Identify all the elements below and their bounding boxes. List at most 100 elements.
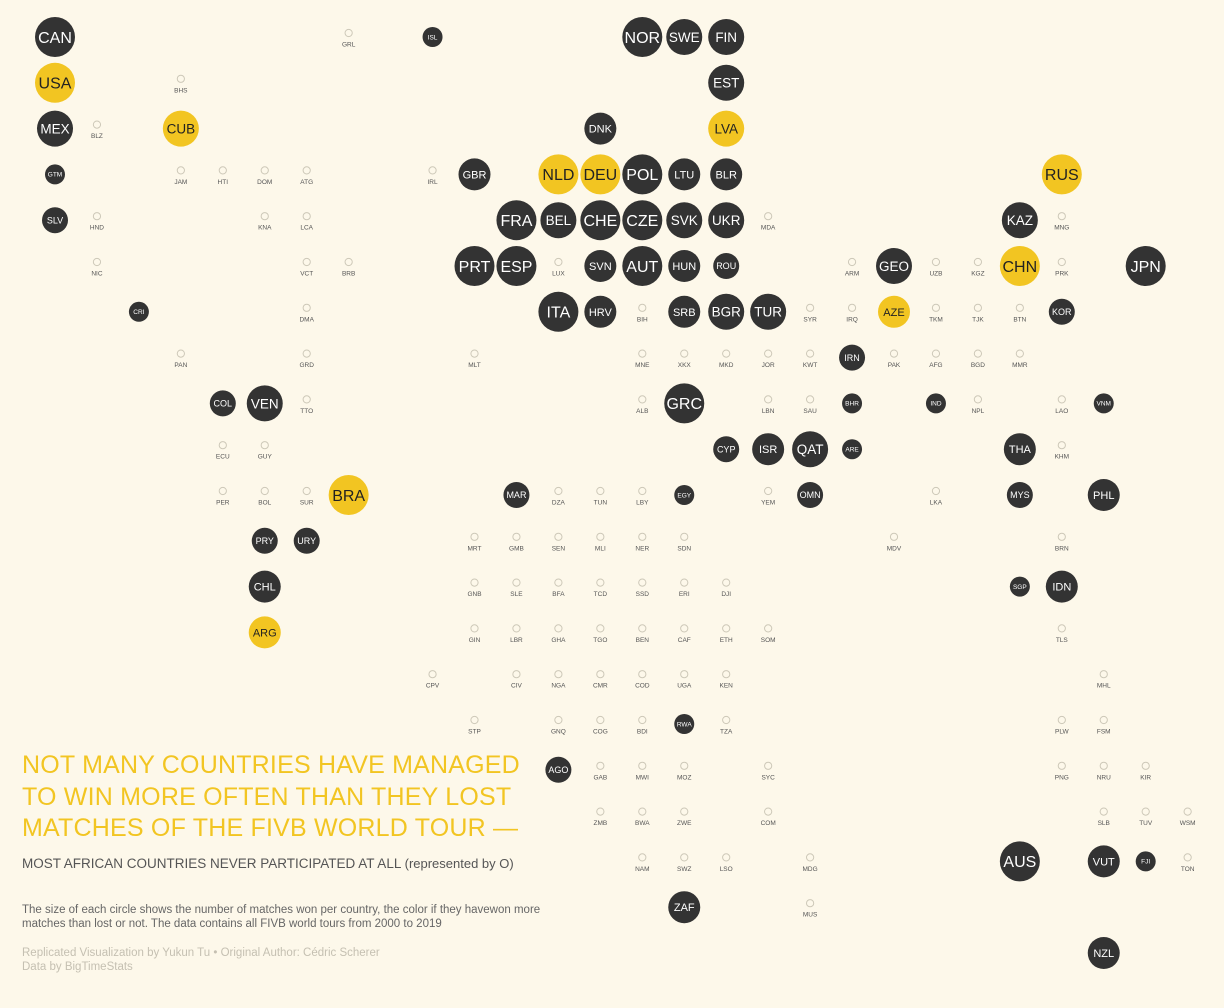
country-bgr: BGR [708,293,745,330]
country-geo: GEO [876,248,912,284]
country-code-label: GEO [879,259,909,274]
country-marker [1057,761,1066,770]
country-sgp: SGP [1009,576,1030,597]
country-code-label: COD [635,683,650,690]
country-code-label: TUR [754,305,782,320]
country-irq: IRQ [846,303,858,323]
country-code-label: BHS [174,87,188,94]
country-marker [797,482,824,508]
country-khm: KHM [1055,441,1069,461]
country-moz: MOZ [677,761,691,781]
country-code-label: SUR [300,500,314,507]
country-sdn: SDN [677,532,691,552]
country-marker [596,624,605,633]
country-marker [260,441,269,450]
country-syr: SYR [803,303,817,323]
country-code-label: LVA [714,121,738,136]
country-xkx: XKX [678,349,691,369]
country-tuv: TUV [1139,807,1153,827]
country-zwe: ZWE [677,807,692,827]
country-code-label: SLE [510,591,523,598]
country-code-label: BTN [1013,316,1026,323]
country-marker [422,27,443,47]
country-marker [973,349,983,358]
country-marker [668,891,701,924]
country-marker [470,532,479,541]
country-bol: BOL [258,486,272,507]
country-arg: ARG [248,616,281,649]
country-code-label: RUS [1045,167,1079,184]
country-code-label: AZE [883,307,904,319]
country-marker [1057,212,1066,221]
country-marker [638,486,647,496]
country-mys: MYS [1006,482,1033,508]
country-btn: BTN [1013,303,1027,323]
country-marker [931,349,941,358]
country-ecu: ECU [216,441,230,461]
country-marker [554,486,563,496]
country-code-label: COG [593,729,608,736]
country-code-label: IRL [427,179,438,186]
country-code-label: DZA [552,500,566,507]
country-vnm: VNM [1093,393,1114,414]
country-code-label: MLI [595,545,606,552]
country-tjk: TJK [972,303,984,323]
country-code-label: SYC [761,774,775,781]
country-code-label: NGA [551,683,566,690]
country-marker [596,670,605,679]
country-code-label: NRU [1097,774,1111,781]
country-code-label: LBR [510,637,523,644]
country-marker [680,670,689,679]
country-code-label: DJI [721,591,731,598]
country-ven: VEN [246,385,283,422]
country-ind: IND [925,393,946,414]
country-marker [1099,715,1108,725]
country-com: COM [761,807,776,827]
country-marker [218,441,227,450]
country-marker [470,578,479,587]
country-marker [496,246,537,286]
country-code-label: SGP [1013,584,1027,591]
country-slb: SLB [1098,807,1110,827]
country-code-label: CHE [583,213,617,230]
country-tgo: TGO [593,624,607,644]
country-code-label: SLB [1098,820,1110,827]
country-marker [554,532,563,541]
country-code-label: TCD [594,591,608,598]
country-marker [1135,851,1156,872]
country-code-label: GRL [342,42,356,49]
country-marker [713,436,740,463]
country-nam: NAM [635,853,650,873]
country-are: ARE [842,439,863,460]
country-code-label: SLV [47,215,63,225]
country-marker [889,349,899,358]
country-code-label: COL [214,399,233,409]
country-dma: DMA [299,303,315,323]
country-mar: MAR [503,482,530,508]
country-code-label: PRT [459,259,491,276]
country-bhs: BHS [174,74,188,94]
country-col: COL [209,390,236,417]
country-marker [722,853,731,862]
country-code-label: AUS [1003,854,1036,871]
country-marker [764,212,773,221]
country-marker [847,303,857,312]
country-code-label: AGO [548,765,568,775]
country-code-label: DMA [299,316,314,323]
country-marker [638,624,647,633]
country-code-label: CZE [626,213,658,230]
country-marker [806,853,815,862]
country-marker [1057,257,1066,267]
country-code-label: KWT [803,362,817,369]
country-marker [92,120,102,129]
country-marker [722,578,731,587]
country-code-label: MRT [468,545,482,552]
country-marker [209,390,236,417]
country-omn: OMN [797,482,824,508]
country-marker [713,253,740,279]
country-lux: LUX [552,257,565,278]
country-code-label: UKR [712,213,741,228]
country-code-label: COM [761,820,776,827]
country-code-label: MWI [636,774,650,781]
country-code-label: GRC [666,396,702,413]
